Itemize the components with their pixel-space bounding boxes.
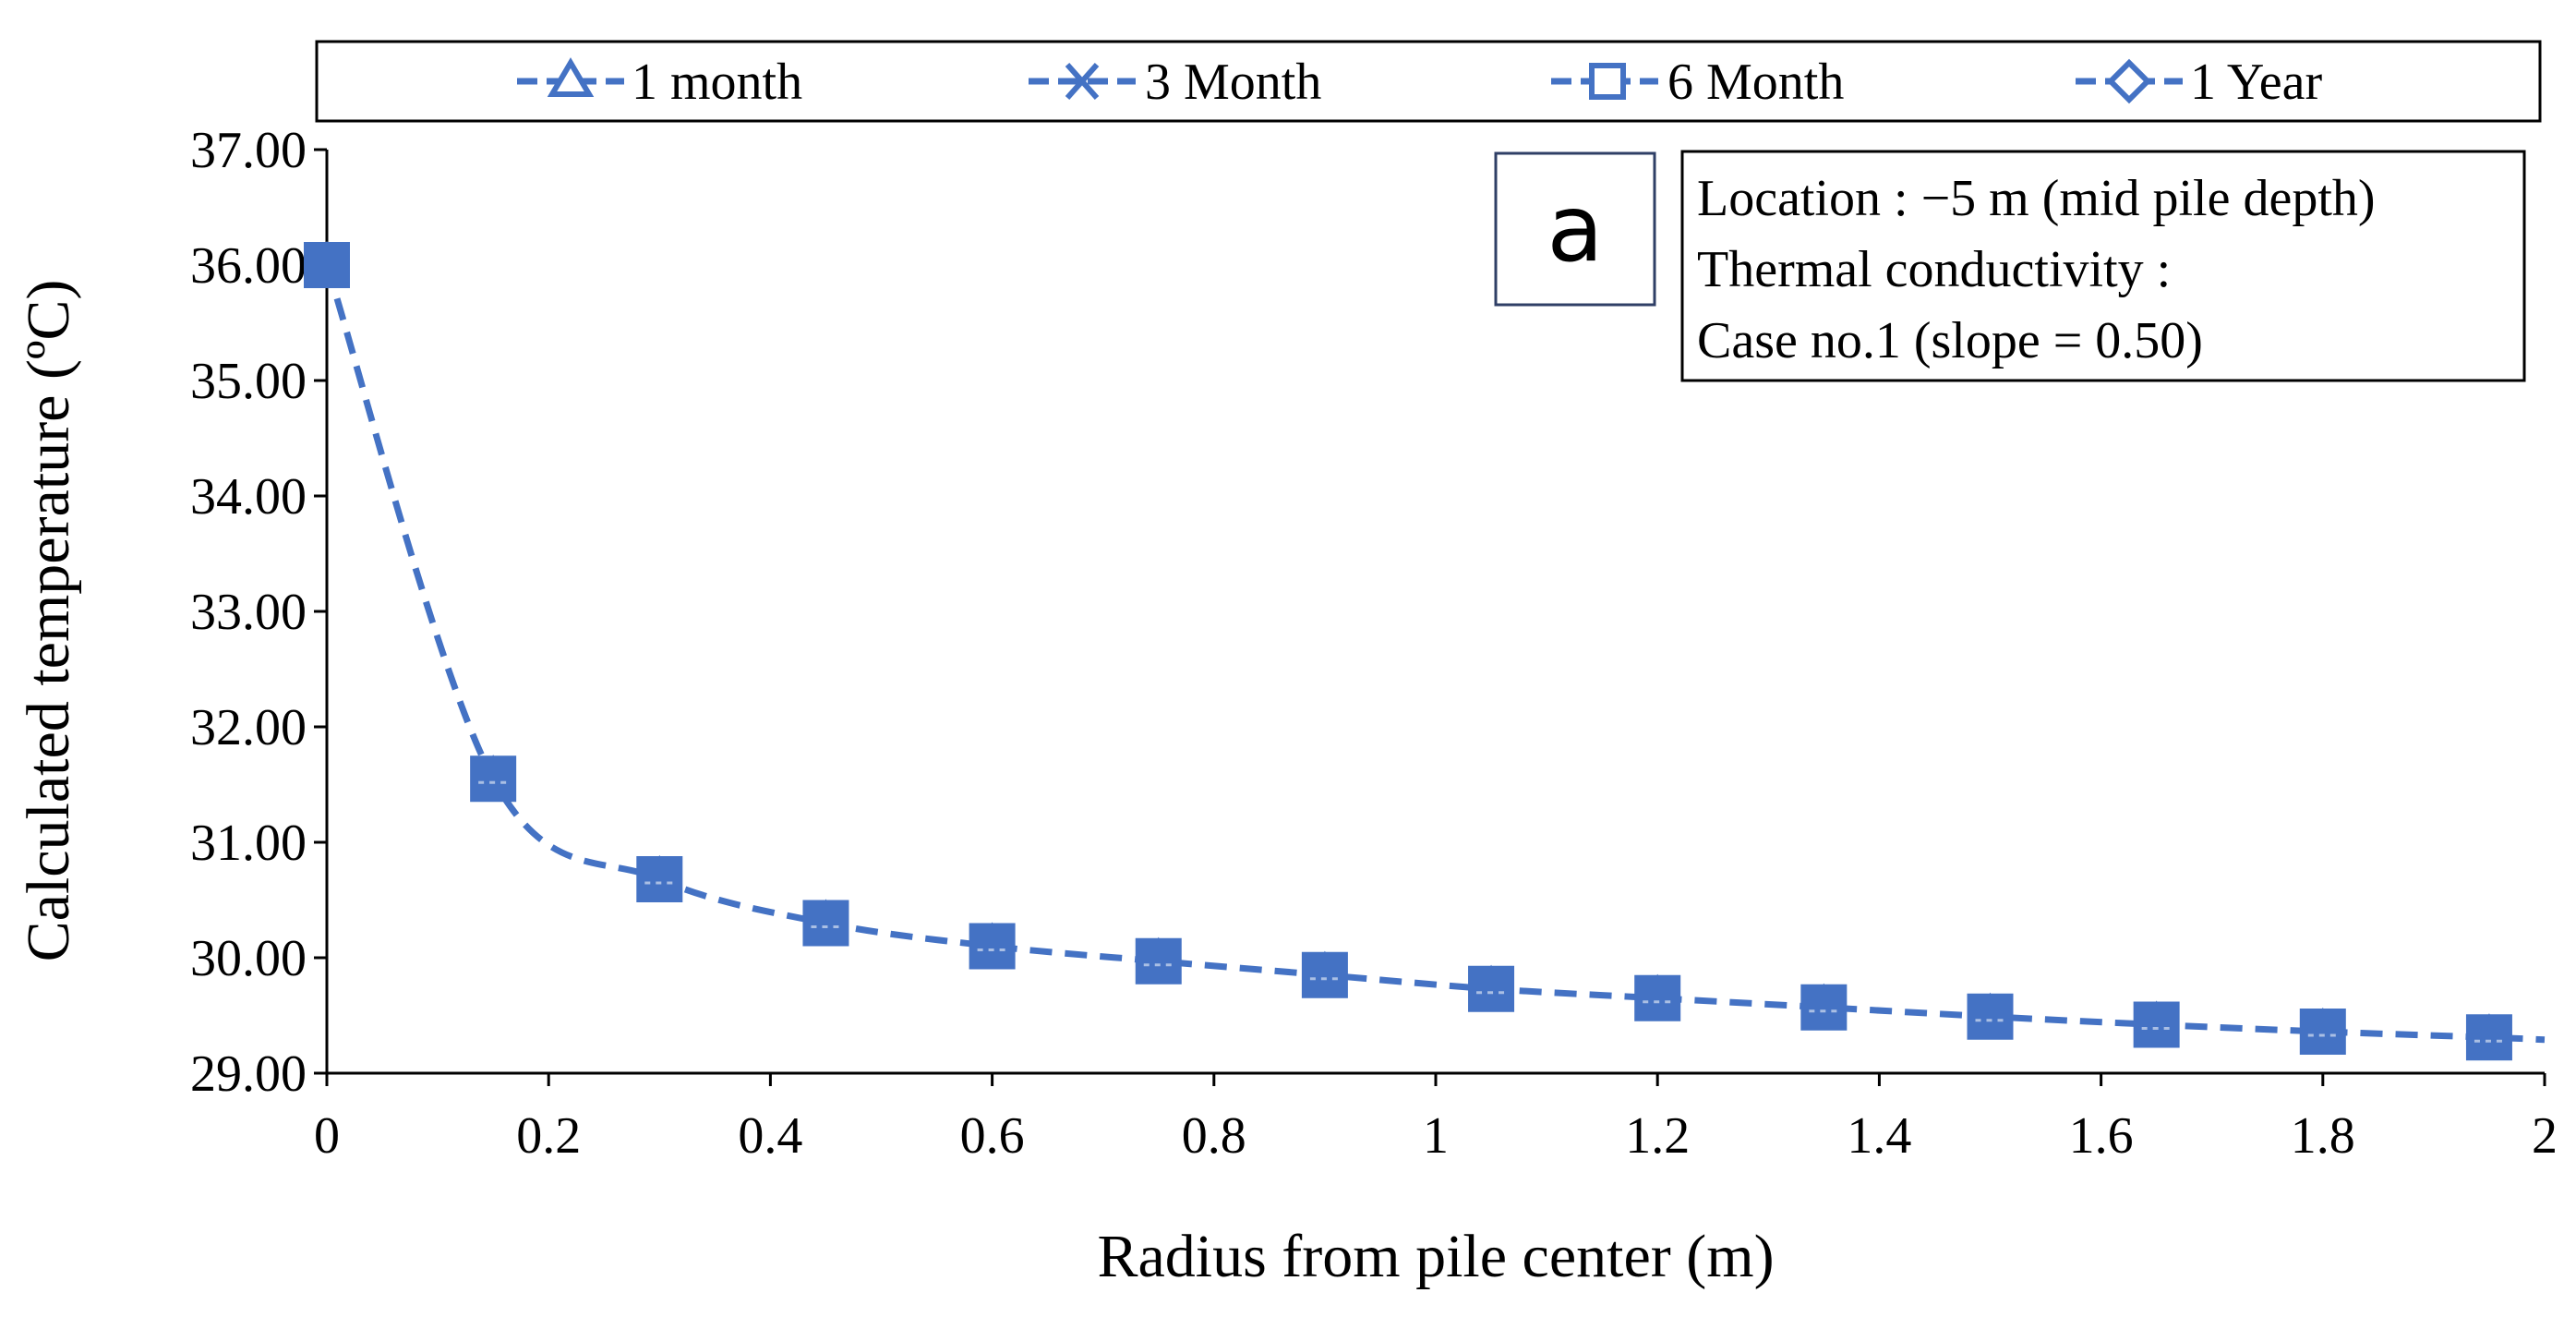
x-tick-label: 0: [314, 1107, 340, 1165]
data-point-square: [470, 755, 517, 803]
y-tick-label: 30.00: [190, 930, 307, 987]
x-tick-label: 0.6: [960, 1107, 1025, 1165]
y-ticks: 29.00 30.00 31.00 32.00 33.00 34.00 35.00 36.00…: [190, 122, 327, 1103]
data-point-square: [2465, 1014, 2512, 1061]
data-point-square: [1967, 993, 2014, 1040]
diamond-icon: [2106, 58, 2152, 104]
legend-item-3-month[interactable]: 3 Month: [1029, 54, 1321, 111]
x-tick-label: 0.4: [738, 1107, 802, 1165]
data-point-square: [304, 242, 350, 288]
data-point-square: [1135, 937, 1182, 985]
y-tick-label: 34.00: [190, 468, 307, 526]
axes: 29.00 30.00 31.00 32.00 33.00 34.00 35.00 36.00…: [190, 122, 2558, 1165]
data-point-square: [2299, 1009, 2346, 1055]
marker-highlights: [478, 780, 2504, 1043]
triangle-icon: [547, 57, 595, 97]
info-line-conductivity: Thermal conductivity :: [1697, 241, 2171, 298]
x-tick-label: 1: [1423, 1107, 1449, 1165]
info-box-frame: [1680, 150, 2526, 382]
x-axis-title: Radius from pile center (m): [1097, 1223, 1774, 1290]
y-tick-label: 32.00: [190, 699, 307, 756]
y-tick-label: 35.00: [190, 353, 307, 410]
data-point-square: [1634, 974, 1681, 1021]
data-point-square: [1800, 984, 1848, 1031]
legend-label-1-year: 1 Year: [2190, 54, 2322, 111]
series-line: [323, 263, 2546, 1044]
y-tick-label: 37.00: [190, 122, 307, 179]
x-tick-label: 1.4: [1847, 1107, 1911, 1165]
square-icon: [1589, 63, 1626, 100]
info-line-case: Case no.1 (slope = 0.50): [1697, 312, 2203, 369]
legend-item-1-month[interactable]: 1 month: [517, 54, 802, 111]
series-layer: [304, 240, 2546, 1061]
x-tick-label: 1.6: [2069, 1107, 2134, 1165]
data-point-square: [802, 900, 849, 947]
x-tick-label: 2: [2532, 1107, 2558, 1165]
panel-label-frame: [1494, 151, 1656, 307]
info-box: Location : −5 m (mid pile depth) Thermal…: [1680, 150, 2526, 382]
y-tick-label: 29.00: [190, 1045, 307, 1103]
legend-label-6-month: 6 Month: [1667, 54, 1844, 111]
y-tick-label: 36.00: [190, 237, 307, 295]
panel-label: a: [1547, 175, 1603, 283]
panel-label-box: a: [1494, 151, 1656, 307]
y-tick-label: 33.00: [190, 584, 307, 641]
data-point-square: [2133, 1001, 2180, 1048]
legend-label-1-month: 1 month: [632, 54, 802, 111]
x-ticks: 0 0.2 0.4 0.6 0.8 1 1.2 1.4 1.6 1.8 2: [314, 1073, 2558, 1165]
data-point-square: [1301, 951, 1348, 998]
legend-label-3-month: 3 Month: [1145, 54, 1321, 111]
data-point-square: [969, 923, 1016, 970]
data-point-square: [1468, 965, 1515, 1012]
legend: 1 month 3 Month 6 Month 1 Year: [315, 40, 2542, 123]
x-tick-label: 0.8: [1182, 1107, 1246, 1165]
x-tick-label: 1.8: [2291, 1107, 2355, 1165]
x-tick-label: 1.2: [1625, 1107, 1690, 1165]
data-point-square: [636, 856, 683, 902]
legend-item-1-year[interactable]: 1 Year: [2076, 54, 2322, 111]
y-axis-title: Calculated temperature (ºC): [15, 280, 82, 962]
series-6-month: [304, 242, 2512, 1061]
x-tick-label: 0.2: [516, 1107, 581, 1165]
y-tick-label: 31.00: [190, 815, 307, 872]
cross-icon: [1065, 63, 1100, 100]
legend-item-6-month[interactable]: 6 Month: [1551, 54, 1844, 111]
info-line-location: Location : −5 m (mid pile depth): [1697, 170, 2376, 227]
